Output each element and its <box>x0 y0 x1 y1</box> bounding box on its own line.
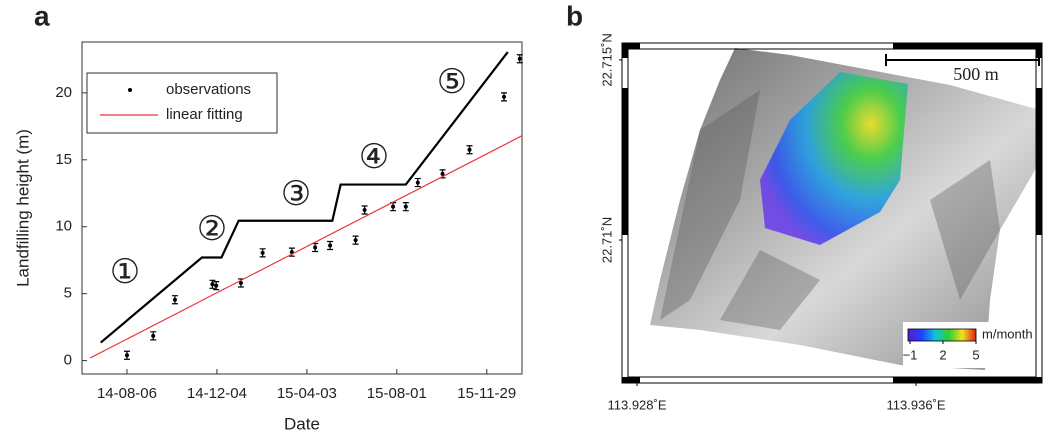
x-axis-label: Date <box>284 414 320 433</box>
colorbar-tick-label: 5 <box>972 347 979 362</box>
stage-annotation: ② <box>197 211 227 248</box>
observation-point <box>404 205 408 209</box>
x-tick-label: 113.928˚E <box>607 397 666 412</box>
observation-point <box>518 57 522 61</box>
x-tick-label: 15-08-01 <box>367 385 427 402</box>
scale-bar-label: 500 m <box>953 64 999 84</box>
observation-point <box>391 205 395 209</box>
y-tick-label: 10 <box>55 218 72 235</box>
y-axis-label: Landfilling height (m) <box>13 129 32 287</box>
observation-point <box>261 251 265 255</box>
colorbar <box>908 329 976 341</box>
legend-marker <box>128 88 132 92</box>
y-tick-label: 15 <box>55 151 72 168</box>
y-tick-label: 0 <box>64 352 72 369</box>
x-tick-label: 14-08-06 <box>97 385 157 402</box>
y-tick-label: 20 <box>55 84 72 101</box>
stage-annotation: ④ <box>359 139 389 176</box>
legend-label: linear fitting <box>166 106 243 123</box>
colorbar-tick-label: −1 <box>903 347 918 362</box>
x-tick-label: 14-12-04 <box>187 385 247 402</box>
x-tick-label: 15-11-29 <box>457 385 516 402</box>
fit-line <box>90 136 522 358</box>
figure: a 0 5 10 15 20 14-08-06 14-12-04 15-04-03 15-08-0… <box>0 0 1064 439</box>
stage-annotation: ③ <box>281 176 311 213</box>
observation-point <box>502 95 506 99</box>
y-tick-label: 22.715˚N <box>599 33 614 86</box>
observation-point <box>214 284 218 288</box>
x-tick-label: 113.936˚E <box>887 397 946 412</box>
observation-point <box>173 298 177 302</box>
observation-point <box>151 334 155 338</box>
stage-annotation: ① <box>110 254 140 291</box>
legend-label: observations <box>166 81 251 98</box>
y-tick-label: 22.71˚N <box>599 217 614 263</box>
observation-point <box>328 243 332 247</box>
panel-label: a <box>34 0 50 31</box>
panel-b: b 113.928˚E 113.936˚E 22.715˚N 22.71˚N 500 m −… <box>566 0 1042 412</box>
panel-label: b <box>566 0 583 31</box>
observation-point <box>210 282 214 286</box>
panel-a: a 0 5 10 15 20 14-08-06 14-12-04 15-04-03 15-08-0… <box>13 0 522 433</box>
observation-point <box>363 208 367 212</box>
colorbar-tick-label: 2 <box>939 347 946 362</box>
y-tick-label: 5 <box>64 285 72 302</box>
observation-point <box>354 238 358 242</box>
stage-annotation: ⑤ <box>437 64 467 101</box>
x-tick-label: 15-04-03 <box>277 385 337 402</box>
colorbar-label: m/month <box>982 326 1033 341</box>
observation-point <box>313 245 317 249</box>
observation-point <box>468 148 472 152</box>
page: {"chart_data": [ {"type": "line", "panel… <box>0 0 1064 439</box>
observation-point <box>125 353 129 357</box>
observation-point <box>416 181 420 185</box>
